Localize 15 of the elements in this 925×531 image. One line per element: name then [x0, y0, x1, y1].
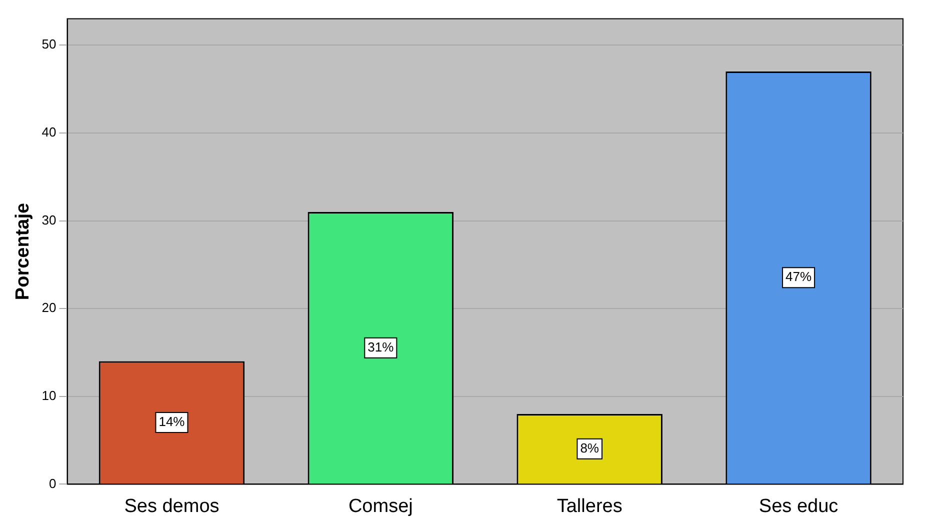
y-tick-label: 40 [42, 124, 56, 140]
data-label: 8% [580, 440, 600, 456]
x-tick-label: Ses demos [124, 496, 220, 517]
y-tick-label: 0 [49, 476, 56, 491]
y-tick-label: 50 [42, 36, 56, 52]
x-tick-label: Comsej [348, 496, 413, 517]
x-tick-label: Ses educ [758, 496, 838, 517]
y-tick-label: 10 [42, 388, 56, 403]
data-label: 47% [786, 269, 812, 284]
data-label: 14% [158, 414, 186, 430]
y-tick-label: 20 [42, 300, 56, 316]
data-label: 31% [368, 339, 394, 354]
y-tick-label: 30 [42, 212, 56, 228]
x-tick-label: Talleres [556, 496, 622, 517]
y-axis-title: Porcentaje [12, 202, 34, 300]
